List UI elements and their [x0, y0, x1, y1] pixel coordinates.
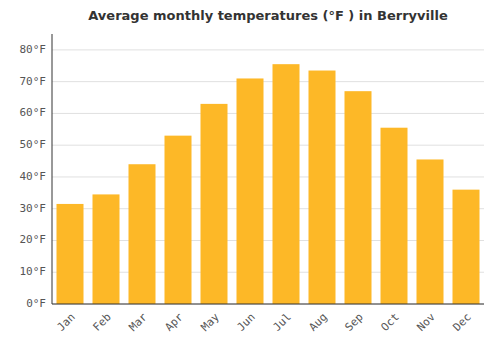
- chart-container: Average monthly temperatures (°F ) in Be…: [0, 0, 500, 350]
- y-tick-label: 50°F: [20, 138, 47, 151]
- x-tick-label: Sep: [343, 311, 366, 334]
- x-tick-label: Jun: [235, 311, 258, 334]
- bar: [201, 104, 228, 304]
- bar: [93, 194, 120, 304]
- x-tick-label: Apr: [163, 310, 187, 334]
- grid-line: [52, 113, 484, 114]
- x-tick-label: Feb: [91, 311, 114, 334]
- x-tick-label: Jan: [55, 311, 78, 334]
- y-axis-line: [52, 34, 53, 304]
- grid-line: [52, 304, 484, 305]
- bar: [57, 204, 84, 304]
- bar: [165, 136, 192, 304]
- bar: [417, 159, 444, 304]
- x-tick-label: Aug: [307, 311, 330, 334]
- y-tick-label: 10°F: [20, 265, 47, 278]
- x-tick-label: Oct: [379, 311, 402, 334]
- bar: [453, 190, 480, 304]
- y-tick-label: 70°F: [20, 75, 47, 88]
- x-tick-label: Nov: [415, 310, 439, 334]
- bar: [345, 91, 372, 304]
- y-grid: [52, 50, 484, 304]
- chart-title: Average monthly temperatures (°F ) in Be…: [88, 8, 448, 23]
- x-tick-label: Dec: [451, 311, 474, 334]
- y-tick-labels: 0°F 10°F 20°F 30°F 40°F 50°F 60°F 70°F 80°F: [20, 43, 47, 310]
- x-tick-label: Mar: [127, 310, 151, 334]
- y-tick-label: 80°F: [20, 43, 47, 56]
- y-tick-label: 0°F: [26, 297, 46, 310]
- x-tick-labels: Jan Feb Mar Apr May Jun Jul Aug Sep Oct Nov Dec: [55, 310, 474, 334]
- y-tick-label: 30°F: [20, 202, 47, 215]
- x-tick-label: Jul: [271, 311, 294, 334]
- grid-line: [52, 81, 484, 82]
- y-tick-label: 40°F: [20, 170, 47, 183]
- bar: [129, 164, 156, 304]
- chart-svg: Average monthly temperatures (°F ) in Be…: [0, 0, 500, 350]
- grid-line: [52, 49, 484, 50]
- bars: [57, 64, 480, 304]
- y-tick-label: 60°F: [20, 106, 47, 119]
- x-axis-line: [52, 304, 484, 305]
- bar: [309, 71, 336, 304]
- bar: [381, 128, 408, 304]
- grid-line: [52, 145, 484, 146]
- bar: [273, 64, 300, 304]
- y-tick-label: 20°F: [20, 233, 47, 246]
- x-tick-label: May: [199, 310, 223, 334]
- bar: [237, 78, 264, 304]
